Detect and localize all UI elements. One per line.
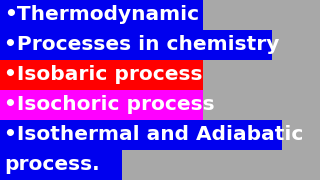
Text: •Thermodynamic: •Thermodynamic: [4, 6, 199, 24]
Bar: [0, 60, 203, 90]
Bar: [0, 120, 282, 150]
Bar: [0, 0, 203, 30]
Text: •Isothermal and Adiabatic: •Isothermal and Adiabatic: [4, 125, 303, 145]
Text: •Isobaric process: •Isobaric process: [4, 66, 203, 84]
Text: •Processes in chemistry: •Processes in chemistry: [4, 35, 279, 55]
Bar: [0, 150, 122, 180]
Text: process.: process.: [4, 156, 100, 174]
Bar: [0, 30, 272, 60]
Bar: [0, 90, 203, 120]
Text: •Isochoric process: •Isochoric process: [4, 96, 215, 114]
